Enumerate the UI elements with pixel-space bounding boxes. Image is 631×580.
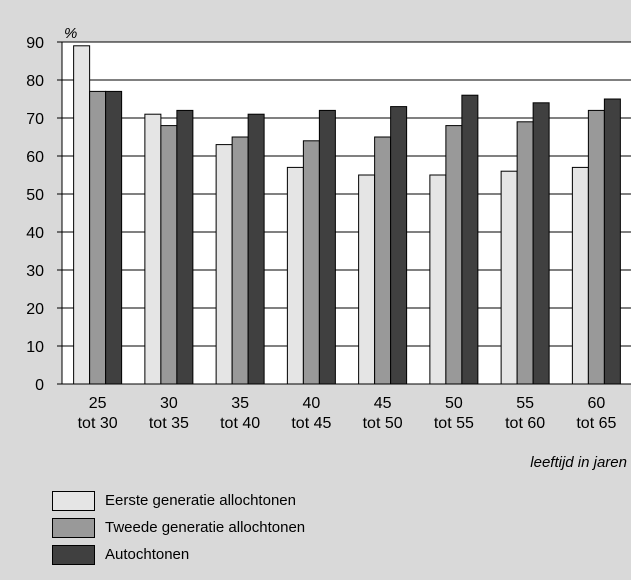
bar xyxy=(390,106,408,385)
x-category-label: tot 35 xyxy=(149,415,189,432)
bar xyxy=(429,174,447,385)
x-category-label: 50 xyxy=(445,395,463,412)
y-tick-label: 10 xyxy=(26,339,44,356)
x-category-label: 45 xyxy=(374,395,392,412)
x-category-label: tot 60 xyxy=(505,415,545,432)
bar xyxy=(231,136,249,385)
legend-label-autochtonen: Autochtonen xyxy=(105,546,190,563)
bar xyxy=(571,166,589,385)
legend-label-eerste-generatie: Eerste generatie allochtonen xyxy=(105,492,296,509)
y-tick-label: 70 xyxy=(26,111,44,128)
bar xyxy=(532,102,550,385)
y-tick-label: 40 xyxy=(26,225,44,242)
y-axis-unit-label: % xyxy=(64,25,77,42)
bar xyxy=(358,174,376,385)
legend-item-autochtonen: Autochtonen xyxy=(52,541,305,568)
bar xyxy=(603,98,621,385)
bar xyxy=(160,125,178,385)
bar xyxy=(445,125,463,385)
x-category-label: tot 45 xyxy=(291,415,331,432)
bar xyxy=(176,109,194,385)
x-category-label: 25 xyxy=(89,395,107,412)
bar xyxy=(318,109,336,385)
y-tick-label: 20 xyxy=(26,301,44,318)
y-tick-label: 50 xyxy=(26,187,44,204)
y-tick-label: 80 xyxy=(26,73,44,90)
bar xyxy=(144,113,162,385)
y-tick-label: 30 xyxy=(26,263,44,280)
x-category-label: 30 xyxy=(160,395,178,412)
y-tick-label: 0 xyxy=(35,377,44,394)
legend-swatch-tweede-generatie xyxy=(52,517,95,538)
bar xyxy=(516,121,534,385)
bar xyxy=(89,90,107,385)
bar xyxy=(461,94,479,385)
bar xyxy=(247,113,265,385)
bar xyxy=(302,140,320,385)
bar xyxy=(215,144,233,385)
legend-swatch-eerste-generatie xyxy=(52,490,95,511)
legend-swatch-autochtonen xyxy=(52,544,95,565)
x-category-label: 55 xyxy=(516,395,534,412)
y-tick-label: 60 xyxy=(26,149,44,166)
chart-legend: Eerste generatie allochtonen Tweede gene… xyxy=(52,487,305,568)
legend-label-tweede-generatie: Tweede generatie allochtonen xyxy=(105,519,306,536)
x-category-label: 60 xyxy=(587,395,605,412)
x-category-label: 40 xyxy=(302,395,320,412)
x-axis-title: leeftijd in jaren xyxy=(530,454,627,471)
x-category-label: tot 50 xyxy=(363,415,403,432)
x-category-label: tot 65 xyxy=(576,415,616,432)
x-category-label: tot 55 xyxy=(434,415,474,432)
legend-item-tweede-generatie: Tweede generatie allochtonen xyxy=(52,514,305,541)
bar xyxy=(587,109,605,385)
x-category-label: 35 xyxy=(231,395,249,412)
bar xyxy=(500,170,518,385)
bar xyxy=(374,136,392,385)
x-category-label: tot 30 xyxy=(78,415,118,432)
x-category-label: tot 40 xyxy=(220,415,260,432)
bar xyxy=(286,166,304,385)
y-tick-label: 90 xyxy=(26,35,44,52)
bar xyxy=(73,45,91,385)
legend-item-eerste-generatie: Eerste generatie allochtonen xyxy=(52,487,305,514)
bar xyxy=(105,90,123,385)
